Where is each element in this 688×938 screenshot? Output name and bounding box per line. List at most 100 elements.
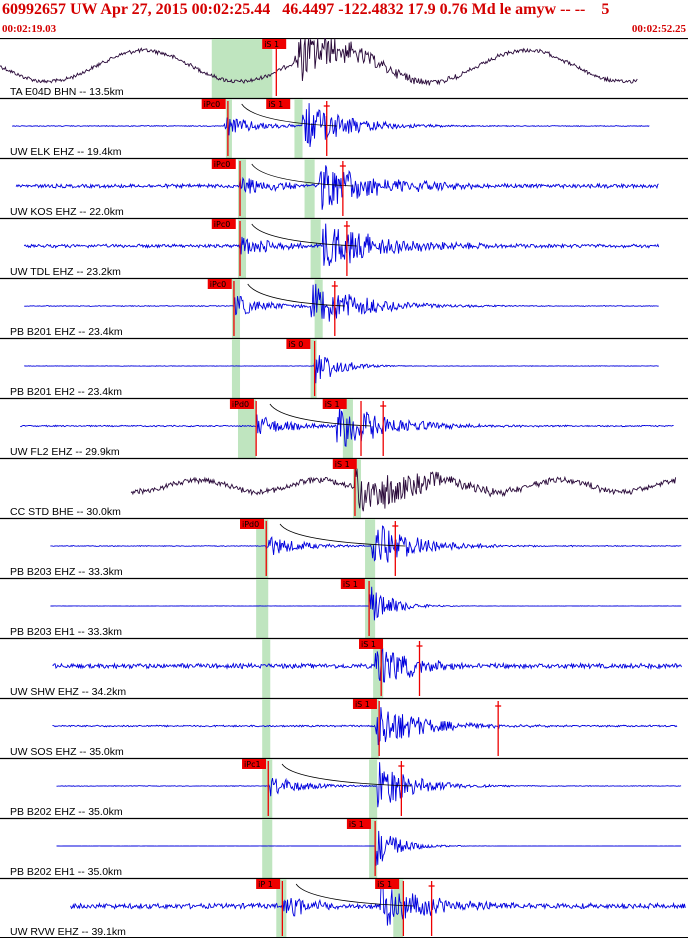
pick-flag: iP 1: [256, 879, 281, 889]
waveform: [70, 882, 686, 926]
arrival-window-bar: [231, 339, 241, 398]
trace-row: iS 1 CC STD BHE -- 30.0km: [0, 457, 688, 518]
pick-flag: iS 1: [346, 819, 371, 829]
pick-flag: iS 1: [332, 459, 357, 469]
pick-label: iS 1: [355, 700, 370, 709]
trace-row: iS 1 PB B202 EH1 -- 35.0km: [0, 817, 688, 878]
pick-label: iS 1: [268, 100, 283, 109]
pick-box: [322, 399, 347, 409]
station-label: UW KOS EHZ -- 22.0km: [10, 206, 124, 218]
pick-label: iPc0: [210, 280, 227, 289]
waveform: [23, 223, 660, 266]
pick-box: [286, 339, 311, 349]
pick-flag: iS 0: [286, 339, 311, 349]
decay-curve: [295, 883, 414, 907]
station-label: PB B202 EHZ -- 35.0km: [10, 806, 123, 818]
pick-box: [266, 99, 291, 109]
pick-flag: iPd0: [240, 519, 265, 529]
station-label: UW RVW EHZ -- 39.1km: [10, 926, 126, 938]
arrival-window-bar: [256, 519, 269, 578]
station-label: UW FL2 EHZ -- 29.9km: [10, 446, 120, 458]
pick-label: iPc0: [214, 220, 231, 229]
pick-box: [229, 399, 254, 409]
trace-row: iPc0 UW KOS EHZ -- 22.0km: [0, 157, 688, 218]
waveform: [52, 707, 678, 746]
trace-row: iS 1 UW SHW EHZ -- 34.2km: [0, 637, 688, 698]
pick-label: iS 1: [361, 640, 376, 649]
station-label: PB B201 EH2 -- 23.4km: [10, 386, 122, 398]
pick-flag: iS 1: [352, 699, 377, 709]
waveform: [15, 165, 659, 210]
arrival-window-bar: [310, 339, 317, 398]
arrival-window-bar: [276, 879, 287, 938]
trace-row: iPd0 PB B203 EHZ -- 33.3km: [0, 517, 688, 578]
station-label: PB B202 EH1 -- 35.0km: [10, 866, 122, 878]
arrival-window-bar: [237, 399, 257, 458]
arrival-window-bar: [342, 399, 353, 458]
arrival-window-bar: [237, 219, 247, 278]
arrival-window-bar: [304, 159, 315, 218]
pick-box: [340, 579, 365, 589]
waveform: [20, 402, 674, 447]
pick-label: iP 1: [258, 880, 273, 889]
time-start-label: 00:02:19.03: [2, 23, 57, 35]
trace-row: iPc0 iS 1 UW ELK EHZ -- 19.4km: [0, 97, 688, 158]
pick-box: [359, 639, 384, 649]
decay-curve: [281, 763, 412, 787]
pick-flag: iPc1: [242, 759, 267, 769]
arrival-window-bar: [310, 219, 321, 278]
station-label: UW TDL EHZ -- 23.2km: [10, 266, 121, 278]
pick-flag: iS 1: [359, 639, 384, 649]
arrival-window-bar: [314, 279, 323, 338]
header: 60992657 UW Apr 27, 2015 00:02:25.44 46.…: [0, 0, 688, 38]
trace-row: iPc0 PB B201 EHZ -- 23.4km: [0, 277, 688, 338]
trace-row: iS 0 PB B201 EH2 -- 23.4km: [0, 337, 688, 398]
waveform: [50, 586, 682, 621]
pick-label: iPc0: [204, 100, 221, 109]
waveform: [24, 283, 659, 322]
pick-label: iPc1: [244, 760, 261, 769]
pick-label: iPd0: [242, 520, 259, 529]
pick-flag: iPc0: [211, 219, 236, 229]
decay-curve: [241, 103, 337, 127]
station-label: CC STD BHE -- 30.0km: [10, 506, 121, 518]
pick-flag: iS 1: [340, 579, 365, 589]
arrival-window-bar: [262, 699, 271, 758]
arrival-window-bar: [262, 819, 273, 878]
pick-flag: iPc0: [211, 159, 236, 169]
trace-row: iPc0 UW TDL EHZ -- 23.2km: [0, 217, 688, 278]
arrival-window-bar: [369, 819, 378, 878]
decay-curve: [251, 163, 353, 187]
station-label: UW SOS EHZ -- 35.0km: [10, 746, 124, 758]
station-label: PB B201 EHZ -- 23.4km: [10, 326, 123, 338]
decay-curve: [279, 523, 406, 547]
waveform: [24, 355, 659, 384]
waveform: [56, 830, 682, 866]
pick-box: [346, 819, 371, 829]
pick-label: iS 1: [349, 820, 364, 829]
pick-box: [262, 39, 287, 49]
pick-label: iPc0: [214, 160, 231, 169]
waveform: [130, 464, 677, 512]
pick-flag: iS 1: [262, 39, 287, 49]
trace-row: iPc1 PB B202 EHZ -- 35.0km: [0, 757, 688, 818]
pick-flag: iPc0: [207, 279, 232, 289]
pick-label: iS 1: [264, 40, 279, 49]
seismogram-plot: iS 1 TA E04D BHN -- 13.5km iPc0 iS 1 UW ELK …: [0, 38, 688, 938]
pick-flag: iS 1: [266, 99, 291, 109]
station-label: PB B203 EH1 -- 33.3km: [10, 626, 122, 638]
arrival-window-bar: [294, 99, 303, 158]
pick-flag: iPc0: [201, 99, 226, 109]
trace-row: iPd0 iS 1 UW FL2 EHZ -- 29.9km: [0, 397, 688, 458]
trace-row: iS 1 PB B203 EH1 -- 33.3km: [0, 577, 688, 638]
arrival-window-bar: [262, 639, 271, 698]
waveform: [50, 525, 682, 563]
station-label: PB B203 EHZ -- 33.3km: [10, 566, 123, 578]
waveform: [11, 103, 650, 148]
pick-box: [211, 219, 236, 229]
pick-box: [375, 879, 400, 889]
pick-box: [201, 99, 226, 109]
pick-box: [256, 879, 281, 889]
arrival-window-bar: [365, 519, 376, 578]
arrival-window-bar: [373, 639, 384, 698]
